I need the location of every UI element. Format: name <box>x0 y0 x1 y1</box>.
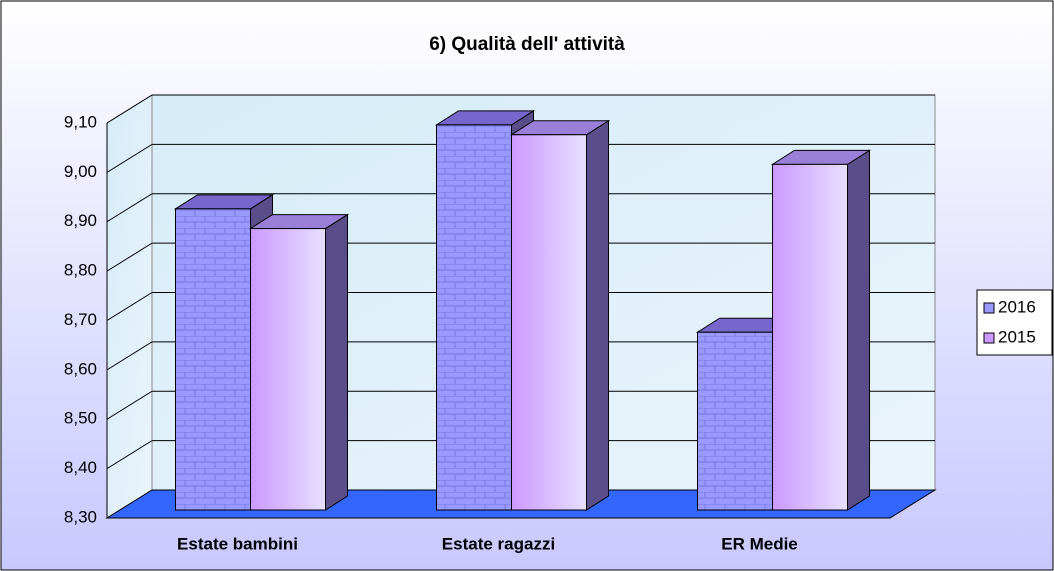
bar-side <box>847 149 870 511</box>
grid-line <box>106 341 153 371</box>
y-tick-label: 8,80 <box>64 261 97 280</box>
legend-swatch <box>983 302 995 314</box>
bar <box>697 331 773 511</box>
y-tick-label: 8,90 <box>64 211 97 230</box>
grid-line <box>106 242 153 272</box>
legend <box>976 289 1053 356</box>
x-tick-label: Estate ragazzi <box>442 534 555 553</box>
y-tick-label: 8,60 <box>64 359 97 378</box>
y-tick-label: 8,40 <box>64 458 97 477</box>
x-tick-label: Estate bambini <box>177 534 298 553</box>
grid-line <box>106 94 153 124</box>
y-tick-label: 9,00 <box>64 162 97 181</box>
bar <box>511 134 587 511</box>
grid-line <box>106 440 153 470</box>
y-tick-label: 8,30 <box>64 507 97 526</box>
bar <box>250 228 326 511</box>
x-tick-label: ER Medie <box>721 534 798 553</box>
grid-line <box>106 143 153 173</box>
grid-line <box>106 292 153 321</box>
y-tick-label: 9,10 <box>64 112 97 131</box>
bar <box>175 208 251 511</box>
y-tick-label: 8,70 <box>64 310 97 329</box>
legend-label: 2016 <box>998 297 1036 316</box>
bar <box>772 163 848 511</box>
y-tick-label: 8,50 <box>64 409 97 428</box>
grid-line <box>106 390 153 420</box>
bar <box>436 124 512 511</box>
grid-line <box>106 193 153 223</box>
bar-side <box>586 119 609 511</box>
chart-title: 6) Qualità dell' attività <box>429 34 625 55</box>
legend-label: 2015 <box>998 327 1036 346</box>
legend-swatch <box>983 332 995 344</box>
bar-side <box>325 213 348 511</box>
